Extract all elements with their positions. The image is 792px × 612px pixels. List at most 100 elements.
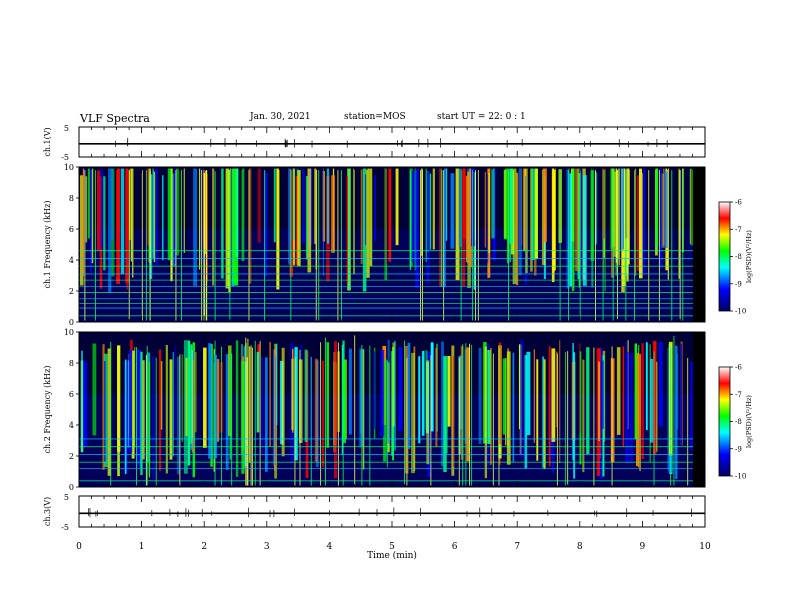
spectrogram-burst bbox=[183, 168, 185, 254]
spectrogram-burst bbox=[615, 168, 618, 263]
spectrogram-burst bbox=[553, 168, 556, 271]
spectrogram-burst bbox=[326, 342, 329, 448]
spectrogram-burst bbox=[386, 360, 388, 468]
spectrogram-burst bbox=[165, 344, 168, 474]
spectrogram-burst bbox=[451, 345, 455, 476]
spectrogram-burst bbox=[407, 342, 411, 449]
spectrogram-burst bbox=[491, 168, 495, 239]
spectrogram-burst bbox=[334, 341, 337, 479]
spectrogram-burst bbox=[172, 352, 174, 457]
spectrogram-burst bbox=[193, 168, 198, 287]
spectrogram-burst bbox=[83, 168, 86, 273]
spectrogram-burst bbox=[524, 355, 528, 469]
x-tick-label: 2 bbox=[201, 542, 207, 552]
colorbar-label: log(PSD)(V²/Hz) bbox=[745, 230, 753, 283]
y-tick-label: 8 bbox=[69, 359, 74, 368]
spectrogram-burst bbox=[342, 360, 347, 444]
spectrogram-burst bbox=[443, 168, 446, 288]
spectrogram-burst bbox=[231, 168, 236, 283]
spectrogram-burst bbox=[124, 359, 127, 475]
spectrogram-burst bbox=[288, 168, 292, 265]
spectrogram-burst bbox=[663, 168, 665, 246]
spectrogram-burst bbox=[203, 347, 207, 448]
spectrogram-burst bbox=[126, 168, 129, 290]
spectrogram-burst bbox=[83, 360, 88, 447]
spectrogram-burst bbox=[634, 343, 638, 440]
spectrogram-burst bbox=[398, 347, 403, 431]
spectrogram-burst bbox=[169, 359, 173, 460]
y-tick-label: 4 bbox=[69, 256, 74, 265]
spectrogram-burst bbox=[469, 168, 473, 268]
spectrogram-burst bbox=[298, 359, 303, 443]
spectrogram-burst bbox=[622, 346, 625, 448]
spectrogram-burst bbox=[140, 351, 143, 475]
spectrogram-burst bbox=[374, 175, 376, 242]
spectrogram-noise-floor bbox=[79, 229, 705, 322]
spectrogram-burst bbox=[580, 168, 583, 282]
spectrogram-burst bbox=[291, 358, 294, 430]
y-tick-label: 5 bbox=[64, 493, 69, 502]
y-tick-label: 10 bbox=[64, 328, 74, 337]
spectrogram-burst bbox=[439, 168, 442, 288]
spectrogram-burst bbox=[395, 168, 399, 246]
spectrogram-burst bbox=[440, 168, 443, 288]
spectrogram-burst bbox=[525, 168, 528, 274]
spectrogram-burst bbox=[421, 350, 425, 436]
spectrogram-burst bbox=[309, 355, 312, 457]
spectrogram-burst bbox=[160, 361, 163, 430]
spectrogram-burst bbox=[158, 349, 162, 471]
spectrogram-burst bbox=[185, 357, 188, 437]
spectrogram-burst bbox=[79, 175, 84, 286]
spectrogram-edge bbox=[693, 167, 705, 322]
y-axis-label: ch.3(V) bbox=[43, 497, 52, 526]
spectrogram-burst bbox=[210, 344, 213, 467]
x-tick-label: 4 bbox=[327, 542, 333, 552]
spectrogram-burst bbox=[536, 359, 539, 461]
spectrogram-burst bbox=[487, 349, 491, 444]
spectrogram-burst bbox=[415, 168, 419, 288]
spectrogram-burst bbox=[641, 343, 644, 460]
x-tick-label: 6 bbox=[452, 542, 458, 552]
spectrogram-burst bbox=[304, 349, 308, 442]
x-tick-label: 10 bbox=[699, 542, 711, 552]
spectrogram-burst bbox=[91, 168, 94, 264]
spectrogram-burst bbox=[235, 168, 239, 258]
spectrogram-burst bbox=[655, 168, 659, 247]
spectrogram-burst bbox=[360, 350, 363, 434]
spectrogram-burst bbox=[155, 168, 158, 266]
spectrogram-burst bbox=[387, 339, 390, 444]
spectrogram-burst bbox=[650, 358, 655, 443]
spectrogram-burst bbox=[385, 168, 387, 264]
spectrogram-burst bbox=[269, 342, 271, 447]
spectrogram-burst bbox=[331, 175, 335, 253]
spectrogram-burst bbox=[447, 355, 451, 427]
spectrogram-burst bbox=[569, 173, 573, 287]
spectrogram-burst bbox=[272, 349, 275, 466]
spectrogram-burst bbox=[653, 341, 657, 455]
spectrogram-burst bbox=[426, 360, 430, 465]
spectrogram-burst bbox=[148, 362, 151, 478]
y-axis-label: ch.1 Frequency (kHz) bbox=[43, 201, 52, 289]
spectrogram-burst bbox=[613, 171, 616, 257]
spectrogram-burst bbox=[365, 174, 367, 245]
spectrogram-burst bbox=[582, 359, 585, 473]
spectrogram-burst bbox=[276, 168, 280, 290]
spectrogram-burst bbox=[292, 168, 295, 240]
spectrogram-burst bbox=[130, 168, 133, 262]
spectrogram-burst bbox=[453, 356, 455, 467]
y-axis-label: ch.1(V) bbox=[43, 127, 52, 156]
spectrogram-burst bbox=[443, 356, 447, 473]
spectrogram-burst bbox=[531, 168, 535, 261]
spectrogram-burst bbox=[458, 168, 462, 247]
spectrogram-burst bbox=[548, 346, 551, 467]
spectrogram-burst bbox=[360, 169, 363, 265]
spectrogram-burst bbox=[512, 352, 515, 463]
spectrogram-burst bbox=[248, 346, 251, 463]
spectrogram-burst bbox=[394, 340, 396, 451]
spectrogram-burst bbox=[326, 168, 330, 244]
colorbar-tick-label: -8 bbox=[735, 418, 742, 426]
spectrogram-burst bbox=[659, 168, 663, 269]
spectrogram-burst bbox=[430, 342, 434, 432]
spectrogram-burst bbox=[128, 350, 133, 453]
spectrogram-burst bbox=[314, 168, 316, 244]
